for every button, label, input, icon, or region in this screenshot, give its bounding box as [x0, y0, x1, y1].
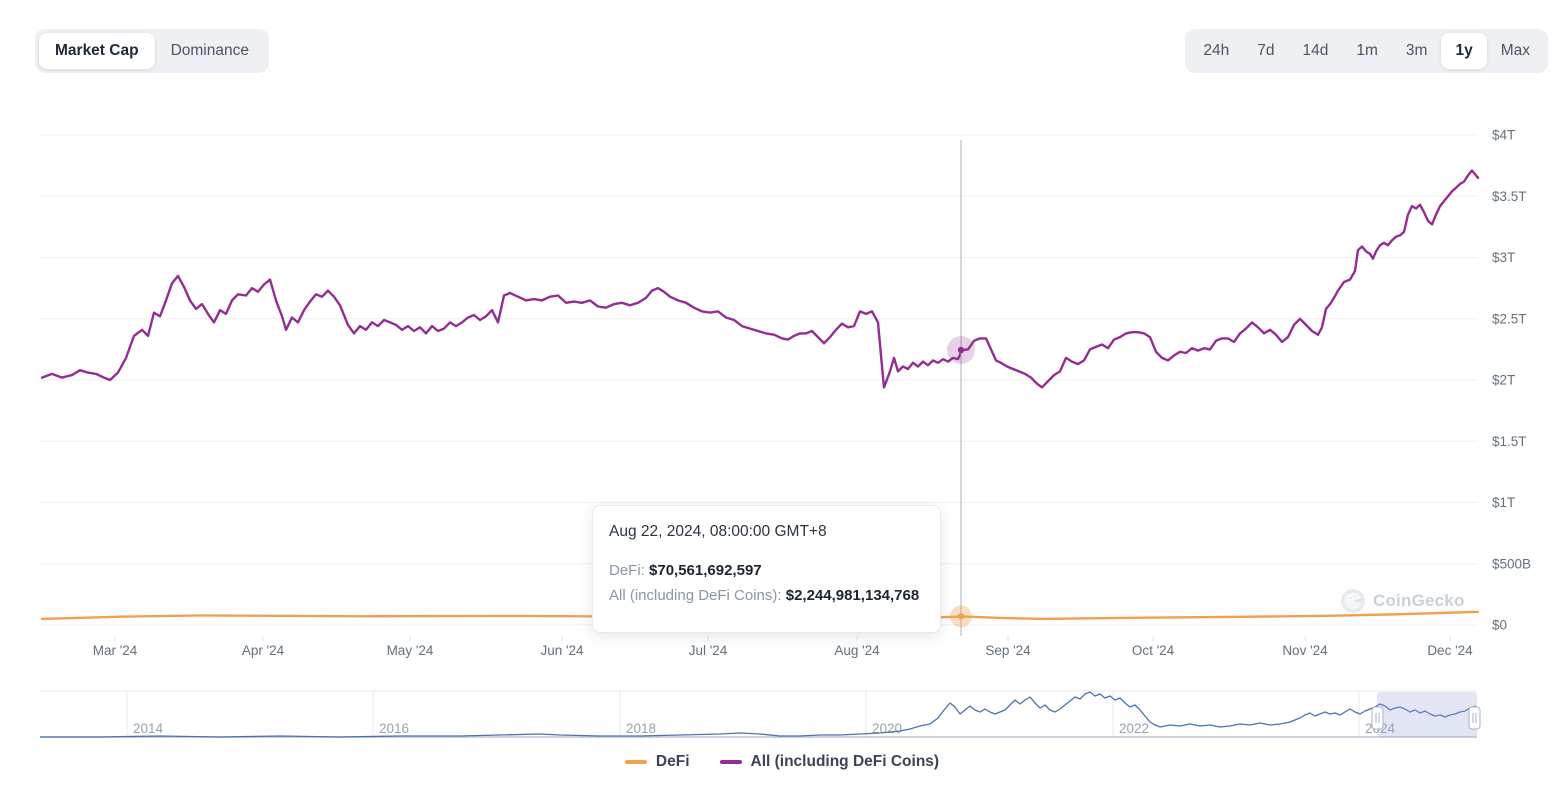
navigator-left-handle-grip[interactable]	[1371, 706, 1384, 730]
x-axis-label: Oct '24	[1132, 643, 1175, 658]
legend-dash-defi	[624, 760, 647, 764]
y-axis-label: $1.5T	[1492, 434, 1527, 449]
legend-item-defi[interactable]: DeFi	[624, 753, 690, 771]
y-axis-label: $4T	[1492, 128, 1515, 143]
range-24h[interactable]: 24h	[1189, 33, 1243, 69]
all-highlight-point	[957, 346, 965, 354]
y-axis-label: $0	[1492, 618, 1507, 633]
tab-dominance[interactable]: Dominance	[155, 33, 265, 69]
range-14d[interactable]: 14d	[1288, 33, 1342, 69]
y-axis-label: $3.5T	[1492, 189, 1527, 204]
y-axis-label: $2.5T	[1492, 311, 1527, 326]
y-axis-label: $500B	[1492, 556, 1531, 571]
tooltip-row-defi: DeFi: $70,561,692,597	[609, 562, 762, 579]
defi-highlight-point	[957, 613, 965, 620]
navigator-year-label: 2020	[872, 721, 902, 736]
x-axis-label: Nov '24	[1282, 643, 1328, 658]
navigator-right-handle[interactable]	[1468, 706, 1481, 730]
x-axis-label: Jul '24	[689, 643, 728, 658]
x-axis-label: Sep '24	[985, 643, 1031, 658]
coingecko-logo-icon	[1341, 589, 1365, 613]
range-1m[interactable]: 1m	[1342, 33, 1392, 69]
legend-label-all: All (including DeFi Coins)	[750, 753, 940, 770]
chart-tooltip: Aug 22, 2024, 08:00:00 GMT+8 DeFi: $70,5…	[592, 505, 941, 633]
range-max[interactable]: Max	[1487, 33, 1544, 69]
navigator-year-label: 2022	[1119, 721, 1149, 736]
chart-navigator[interactable]: 201420162018202020222024	[0, 665, 1564, 747]
y-axis-label: $2T	[1492, 373, 1515, 388]
x-axis-label: Mar '24	[93, 643, 138, 658]
navigator-left-handle[interactable]	[1371, 706, 1384, 730]
navigator-year-label: 2016	[379, 721, 409, 736]
navigator-right-handle-grip[interactable]	[1468, 706, 1481, 730]
navigator-selected-range[interactable]	[1377, 692, 1477, 737]
chart-legend: DeFi All (including DeFi Coins)	[0, 753, 1564, 771]
x-axis-label: Apr '24	[242, 643, 285, 658]
legend-label-defi: DeFi	[655, 753, 690, 770]
legend-item-all[interactable]: All (including DeFi Coins)	[719, 753, 940, 771]
x-axis-label: Aug '24	[834, 643, 880, 658]
tooltip-date: Aug 22, 2024, 08:00:00 GMT+8	[609, 523, 827, 540]
all-coins-series-line	[40, 169, 1480, 389]
range-1y[interactable]: 1y	[1441, 33, 1487, 69]
y-axis-label: $1T	[1492, 495, 1515, 510]
navigator-year-label: 2018	[626, 721, 656, 736]
watermark-text: CoinGecko	[1373, 591, 1465, 610]
range-7d[interactable]: 7d	[1243, 33, 1288, 69]
y-axis-label: $3T	[1492, 250, 1515, 265]
tooltip-row-all: All (including DeFi Coins): $2,244,981,1…	[609, 587, 920, 604]
legend-dash-all	[719, 760, 742, 764]
metric-toggle-group: Market Cap Dominance	[35, 29, 269, 73]
navigator-history-line	[40, 691, 1477, 738]
range-3m[interactable]: 3m	[1392, 33, 1442, 69]
navigator-year-label: 2014	[133, 721, 164, 736]
range-selector-group: 24h 7d 14d 1m 3m 1y Max	[1185, 29, 1548, 73]
coingecko-watermark: CoinGecko	[1340, 588, 1465, 614]
x-axis-label: May '24	[387, 643, 434, 658]
x-axis-label: Jun '24	[540, 643, 584, 658]
x-axis-label: Dec '24	[1427, 643, 1473, 658]
tab-market-cap[interactable]: Market Cap	[39, 33, 155, 69]
